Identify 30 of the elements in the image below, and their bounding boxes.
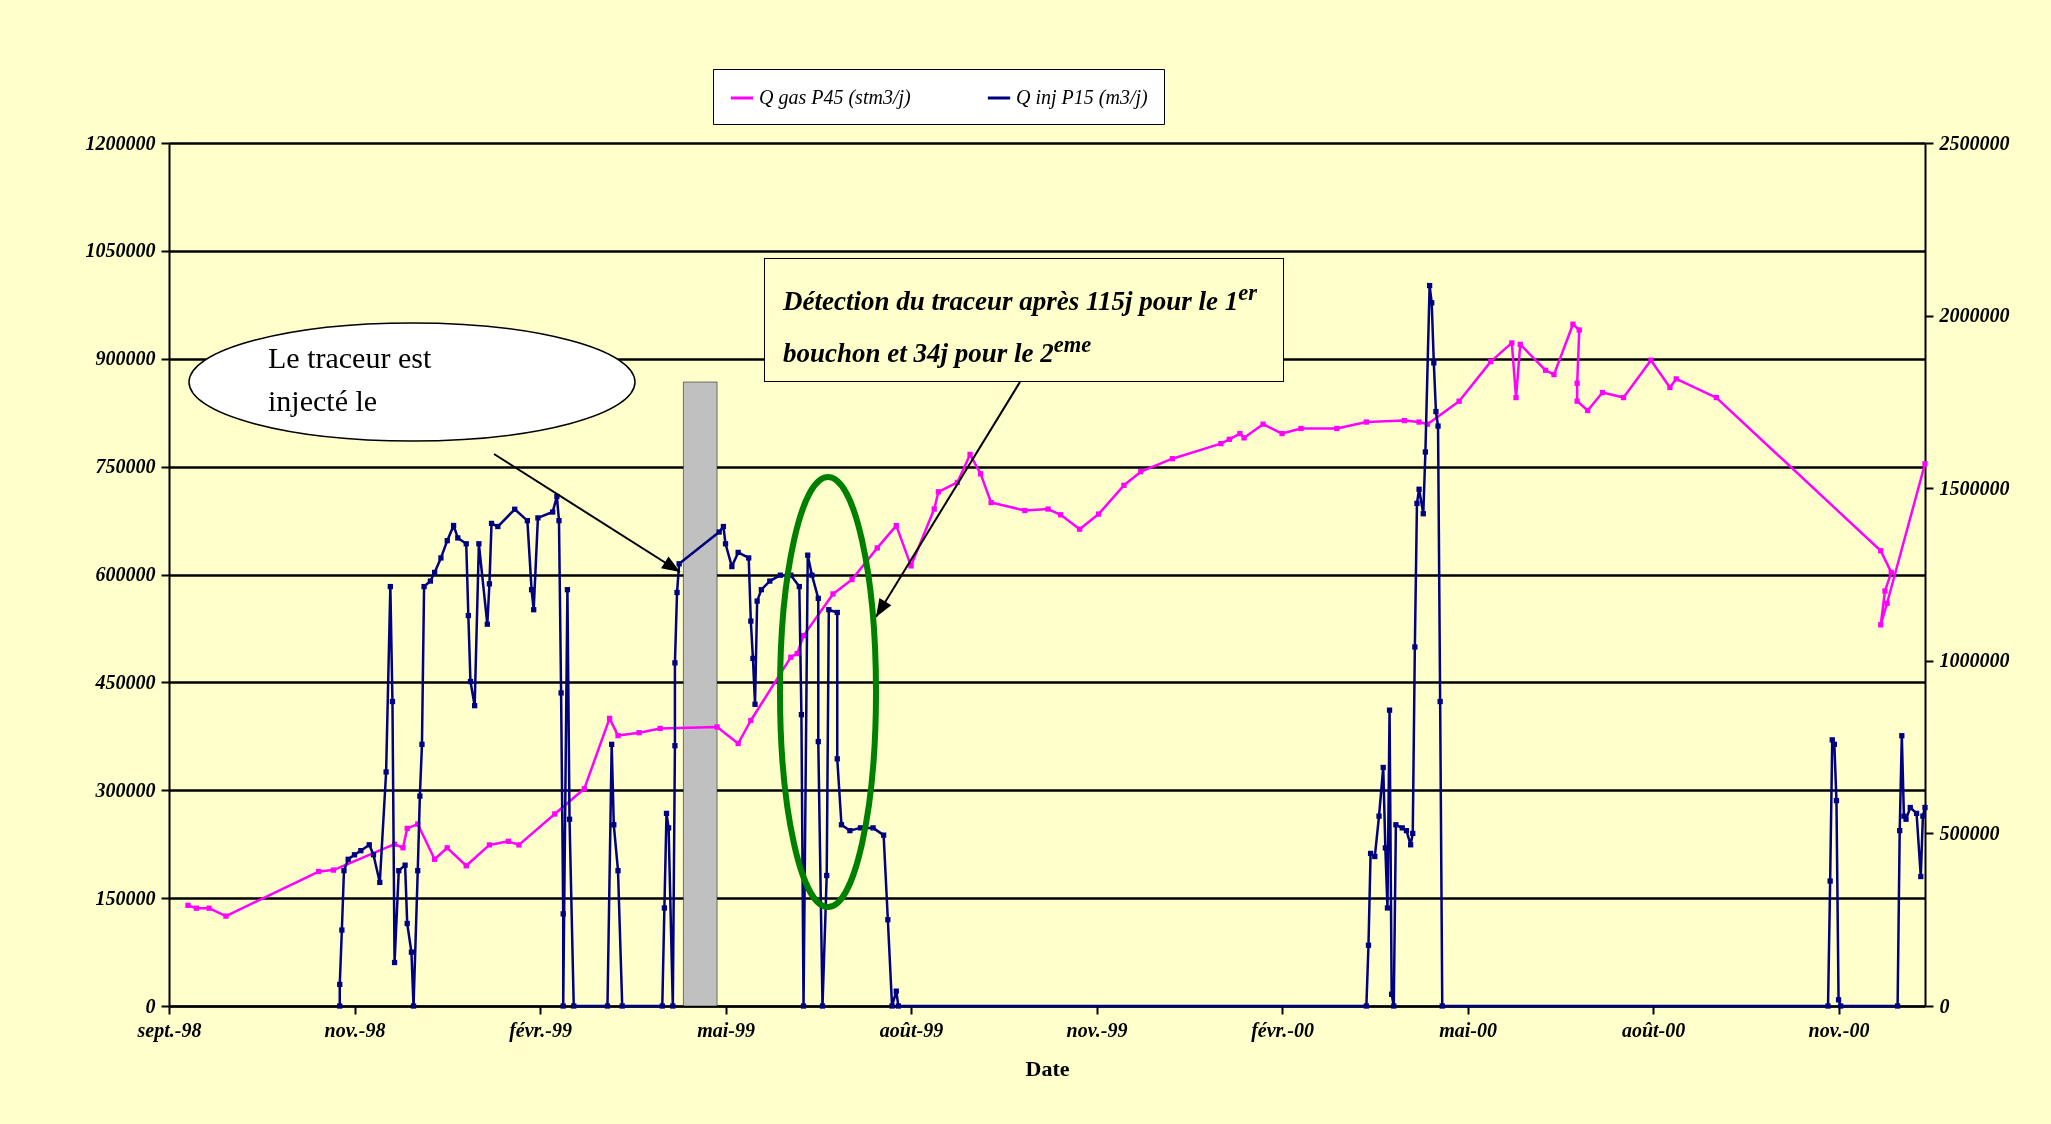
y2-tick-label: 1000000 — [1939, 649, 2010, 672]
y-tick-label: 600000 — [95, 563, 156, 585]
x-tick-label: nov.-00 — [1808, 1018, 1870, 1041]
y-tick-label: 1200000 — [85, 131, 156, 154]
y-tick-label: 750000 — [95, 455, 156, 478]
y2-tick-label: 2500000 — [1938, 131, 2010, 154]
legend-label: Q gas P45 (stm3/j) — [759, 86, 911, 109]
x-tick-label: nov.-99 — [1066, 1018, 1128, 1041]
x-tick-label: mai-99 — [697, 1018, 755, 1041]
y-tick-label: 900000 — [95, 347, 156, 370]
x-tick-label: août-00 — [1621, 1018, 1686, 1041]
y-tick-label: 450000 — [94, 670, 156, 693]
x-tick-label: août-99 — [879, 1018, 944, 1041]
x-tick-label: févr.-00 — [1251, 1018, 1314, 1042]
y2-tick-label: 0 — [1939, 994, 1950, 1017]
legend-label: Q inj P15 (m3/j) — [1016, 86, 1148, 109]
y2-tick-label: 2000000 — [1938, 304, 2010, 327]
y-tick-label: 300000 — [94, 778, 156, 801]
y2-tick-label: 1500000 — [1939, 476, 2010, 499]
y-tick-label: 0 — [145, 994, 156, 1017]
x-tick-label: mai-00 — [1439, 1018, 1497, 1041]
x-tick-label: nov.-98 — [324, 1018, 386, 1041]
x-tick-label: févr.-99 — [509, 1018, 572, 1042]
x-axis-title: Date — [1025, 1055, 1070, 1081]
text: Détection du traceur après 115j pour le 1$^{er}$ bouchon et 34j pour le 2$^{eme}$ — [783, 280, 1258, 368]
x-tick-label: sept.-98 — [136, 1018, 202, 1042]
annotation: Le traceur est injecté le — [268, 340, 433, 419]
y-tick-label: 1050000 — [85, 239, 156, 262]
y-tick-label: 150000 — [95, 886, 156, 909]
y2-tick-label: 500000 — [1939, 821, 2000, 844]
